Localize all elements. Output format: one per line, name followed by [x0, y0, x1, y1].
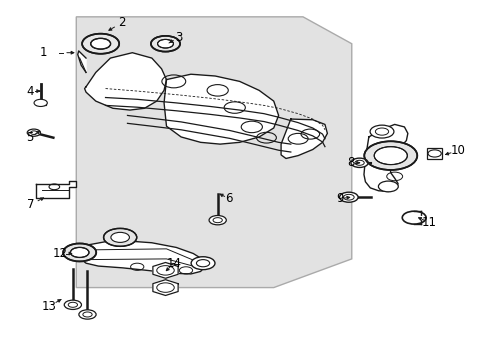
- Text: 9: 9: [335, 192, 343, 205]
- Text: 10: 10: [450, 144, 465, 157]
- Ellipse shape: [34, 99, 47, 107]
- Polygon shape: [76, 241, 205, 274]
- Ellipse shape: [111, 232, 129, 242]
- Ellipse shape: [27, 129, 41, 136]
- Text: 14: 14: [166, 257, 181, 270]
- Text: 3: 3: [175, 31, 182, 44]
- Polygon shape: [153, 280, 178, 296]
- Ellipse shape: [350, 158, 367, 167]
- Text: 8: 8: [346, 156, 354, 169]
- Text: 13: 13: [42, 300, 57, 313]
- Ellipse shape: [364, 141, 416, 170]
- Ellipse shape: [151, 36, 180, 51]
- Text: 2: 2: [118, 17, 125, 30]
- Ellipse shape: [63, 243, 96, 261]
- Ellipse shape: [103, 228, 137, 246]
- Ellipse shape: [373, 147, 407, 165]
- FancyBboxPatch shape: [36, 101, 45, 105]
- Polygon shape: [163, 74, 278, 144]
- Ellipse shape: [91, 39, 110, 49]
- Ellipse shape: [209, 216, 226, 225]
- Text: 12: 12: [53, 247, 67, 260]
- FancyBboxPatch shape: [426, 148, 442, 159]
- Text: 6: 6: [224, 192, 232, 205]
- Text: 1: 1: [40, 46, 47, 59]
- Ellipse shape: [82, 34, 119, 54]
- Polygon shape: [153, 262, 178, 278]
- Ellipse shape: [157, 40, 173, 48]
- Ellipse shape: [339, 192, 357, 202]
- Text: 7: 7: [27, 198, 35, 211]
- Polygon shape: [84, 53, 166, 110]
- Ellipse shape: [191, 257, 215, 270]
- Polygon shape: [36, 181, 76, 198]
- Text: 4: 4: [26, 85, 34, 98]
- Polygon shape: [363, 125, 407, 192]
- Text: 11: 11: [421, 216, 435, 229]
- Ellipse shape: [369, 125, 393, 138]
- Ellipse shape: [79, 310, 96, 319]
- Ellipse shape: [70, 247, 89, 257]
- Polygon shape: [76, 17, 351, 288]
- Text: 5: 5: [26, 131, 34, 144]
- Ellipse shape: [378, 181, 397, 192]
- Polygon shape: [78, 51, 86, 72]
- Polygon shape: [281, 119, 327, 158]
- Ellipse shape: [64, 300, 81, 310]
